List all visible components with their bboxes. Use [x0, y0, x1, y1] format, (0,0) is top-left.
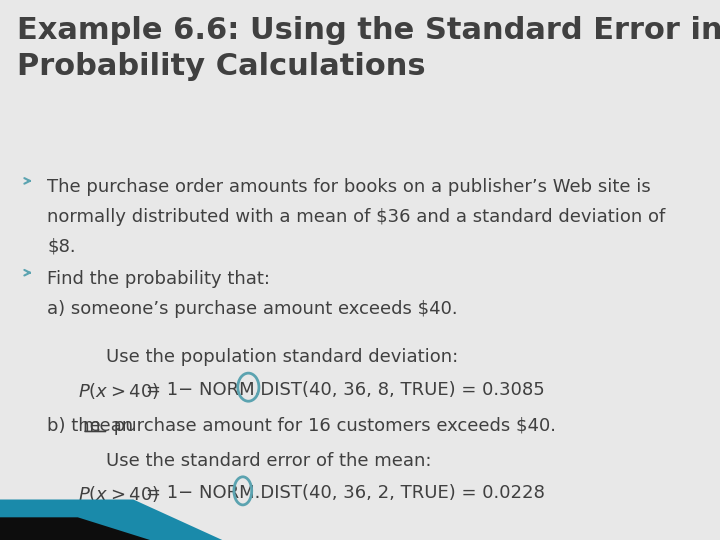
Text: Use the standard error of the mean:: Use the standard error of the mean: [106, 452, 431, 470]
Text: = 1− NORM.DIST(40, 36, 8, TRUE) = 0.3085: = 1− NORM.DIST(40, 36, 8, TRUE) = 0.3085 [146, 381, 545, 399]
Text: The purchase order amounts for books on a publisher’s Web site is: The purchase order amounts for books on … [48, 178, 651, 196]
Text: $8.: $8. [48, 238, 76, 255]
Text: $P(x > 40)$: $P(x > 40)$ [78, 484, 159, 504]
Text: Example 6.6: Using the Standard Error in
Probability Calculations: Example 6.6: Using the Standard Error in… [17, 16, 720, 81]
Text: normally distributed with a mean of $36 and a standard deviation of: normally distributed with a mean of $36 … [48, 208, 665, 226]
Text: purchase amount for 16 customers exceeds $40.: purchase amount for 16 customers exceeds… [108, 417, 557, 435]
Text: $P(x > 40)$: $P(x > 40)$ [78, 381, 159, 401]
Text: a) someone’s purchase amount exceeds $40.: a) someone’s purchase amount exceeds $40… [48, 300, 458, 318]
Text: Use the population standard deviation:: Use the population standard deviation: [106, 348, 458, 366]
Polygon shape [0, 500, 222, 540]
Text: Find the probability that:: Find the probability that: [48, 270, 270, 288]
Text: mean: mean [82, 417, 133, 435]
Polygon shape [0, 517, 150, 540]
Text: b) the: b) the [48, 417, 107, 435]
Text: = 1− NORM.DIST(40, 36, 2, TRUE) = 0.0228: = 1− NORM.DIST(40, 36, 2, TRUE) = 0.0228 [146, 484, 545, 502]
